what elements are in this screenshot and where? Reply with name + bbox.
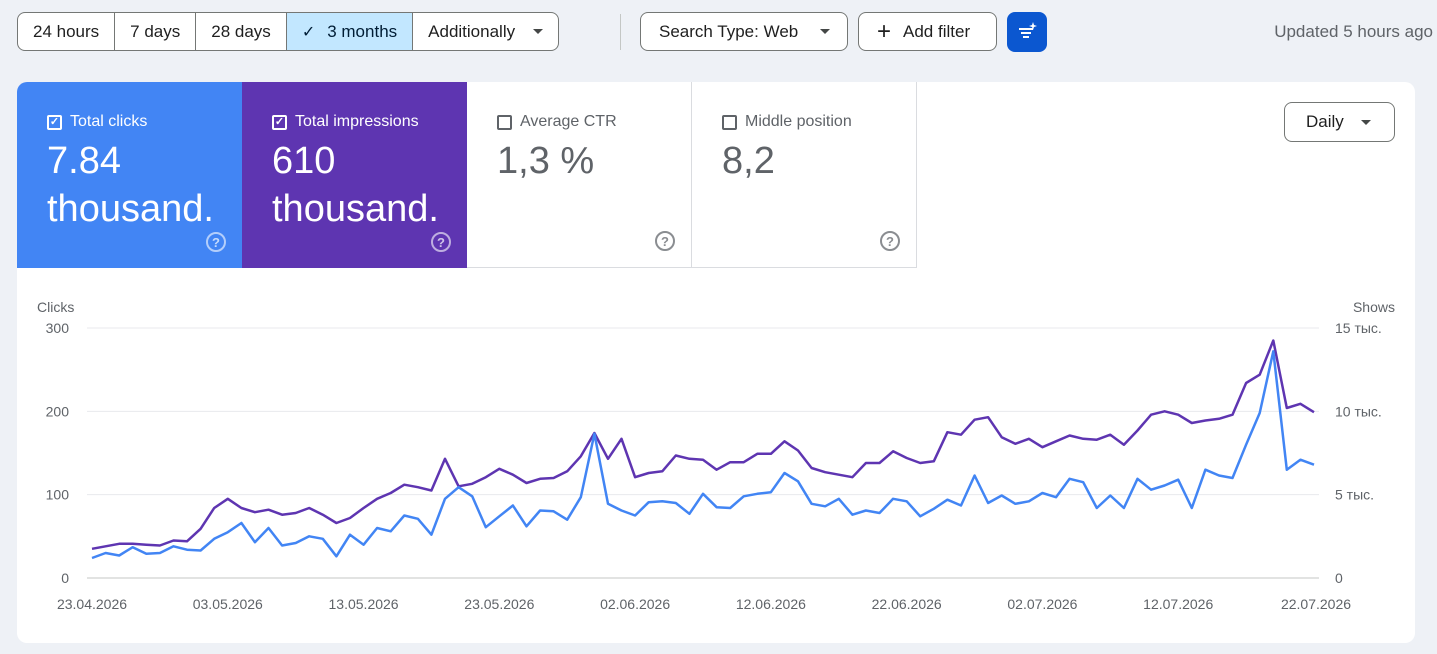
checkbox-checked-icon[interactable]: ✓ xyxy=(47,114,62,130)
date-range-selector: 24 hours 7 days 28 days ✓ 3 months Addit… xyxy=(17,12,560,51)
x-tick-label: 12.07.2026 xyxy=(1143,596,1213,612)
metric-label: Average CTR xyxy=(520,113,617,130)
metric-label: Middle position xyxy=(745,113,852,130)
toolbar-divider xyxy=(620,14,621,50)
performance-card: ✓ Total clicks 7.84 thousand. ? ✓ Total imp… xyxy=(17,82,1415,643)
metric-value: 7.84 thousand. xyxy=(47,140,214,230)
x-tick-label: 13.05.2026 xyxy=(329,596,399,612)
checkbox-unchecked-icon[interactable] xyxy=(722,114,737,130)
add-filter-button[interactable]: + Add filter xyxy=(858,12,997,51)
metric-middle-position[interactable]: Middle position 8,2 ? xyxy=(692,82,917,268)
series-line-clicks xyxy=(91,350,1315,560)
additionally-dropdown[interactable]: Additionally xyxy=(413,13,558,50)
granularity-dropdown[interactable]: Daily xyxy=(1284,102,1395,142)
range-7-days[interactable]: 7 days xyxy=(115,13,197,50)
performance-chart: Clicks Shows 300 200 100 0 15 тыс. 10 тыс. 5 … xyxy=(37,299,1395,612)
metric-value: 610 thousand. xyxy=(272,140,439,230)
range-3-months-label: 3 months xyxy=(327,21,398,41)
y-axis-right-title: Shows xyxy=(1353,299,1395,315)
help-icon[interactable]: ? xyxy=(880,231,900,251)
search-type-dropdown[interactable]: Search Type: Web xyxy=(640,12,848,51)
y-tick-left: 300 xyxy=(46,320,70,336)
series-line-shows xyxy=(91,339,1315,551)
chevron-down-icon xyxy=(820,29,831,34)
range-24-hours[interactable]: 24 hours xyxy=(18,13,116,50)
y-tick-left: 200 xyxy=(46,403,70,419)
add-filter-label: Add filter xyxy=(903,21,971,41)
range-28-days[interactable]: 28 days xyxy=(196,13,287,50)
y-tick-right: 10 тыс. xyxy=(1335,403,1382,419)
checkbox-unchecked-icon[interactable] xyxy=(497,114,512,130)
x-tick-label: 12.06.2026 xyxy=(736,596,806,612)
metric-value: 1,3 % xyxy=(497,140,595,182)
metric-total-clicks[interactable]: ✓ Total clicks 7.84 thousand. ? xyxy=(17,82,242,268)
y-tick-right: 0 xyxy=(1335,570,1343,586)
granularity-label: Daily xyxy=(1306,112,1344,131)
help-icon[interactable]: ? xyxy=(431,232,451,252)
y-tick-right: 5 тыс. xyxy=(1335,487,1374,503)
x-tick-label: 03.05.2026 xyxy=(193,596,263,612)
x-tick-label: 22.06.2026 xyxy=(872,596,942,612)
help-icon[interactable]: ? xyxy=(655,231,675,251)
x-tick-label: 23.05.2026 xyxy=(464,596,534,612)
plus-icon: + xyxy=(877,17,892,45)
checkbox-checked-icon[interactable]: ✓ xyxy=(272,114,287,130)
y-tick-right: 15 тыс. xyxy=(1335,320,1382,336)
filter-sparkle-icon xyxy=(1019,22,1037,38)
search-type-label: Search Type: Web xyxy=(659,21,799,41)
x-tick-label: 22.07.2026 xyxy=(1281,596,1351,612)
y-tick-left: 100 xyxy=(46,487,70,503)
x-tick-label: 02.07.2026 xyxy=(1007,596,1077,612)
y-axis-left-title: Clicks xyxy=(37,299,74,315)
x-tick-label: 02.06.2026 xyxy=(600,596,670,612)
chevron-down-icon xyxy=(533,29,544,34)
help-icon[interactable]: ? xyxy=(206,232,226,252)
additionally-label: Additionally xyxy=(428,21,516,41)
metric-label: Total impressions xyxy=(295,113,419,130)
x-tick-label: 23.04.2026 xyxy=(57,596,127,612)
y-tick-left: 0 xyxy=(61,570,69,586)
ai-filter-button[interactable] xyxy=(1007,12,1047,52)
metric-average-ctr[interactable]: Average CTR 1,3 % ? xyxy=(467,82,692,268)
range-3-months[interactable]: ✓ 3 months xyxy=(286,13,414,50)
chevron-down-icon xyxy=(1360,119,1371,125)
metric-label: Total clicks xyxy=(70,113,148,130)
updated-status: Updated 5 hours ago xyxy=(1274,22,1433,41)
check-icon: ✓ xyxy=(301,23,316,41)
metric-total-impressions[interactable]: ✓ Total impressions 610 thousand. ? xyxy=(242,82,467,268)
metric-value: 8,2 xyxy=(722,140,775,182)
